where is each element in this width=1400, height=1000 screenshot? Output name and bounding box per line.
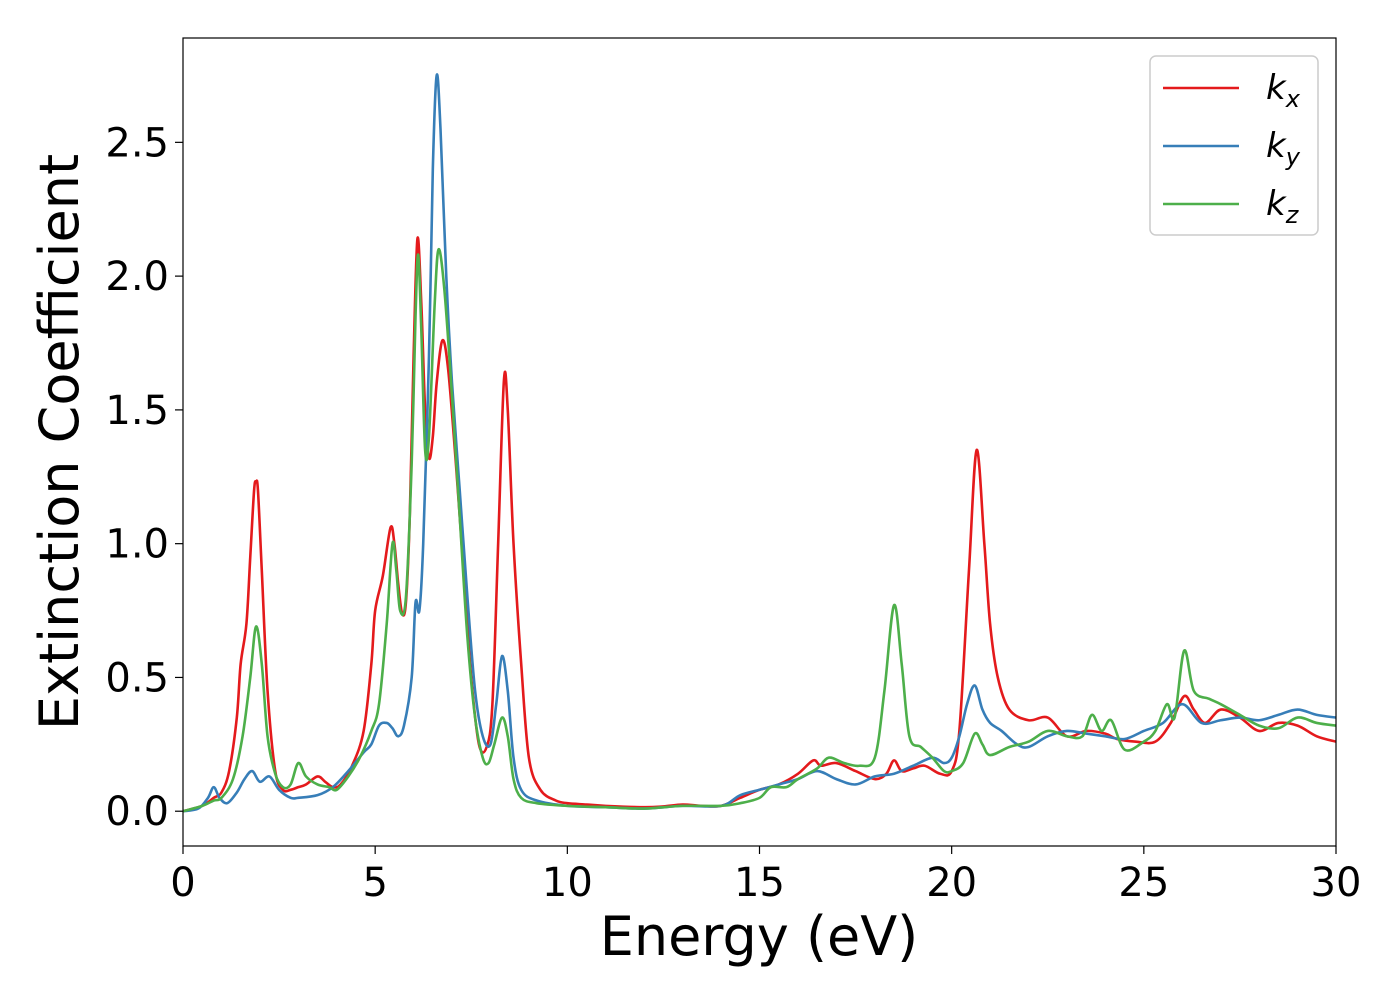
x-tick-label: 0 xyxy=(170,860,195,906)
legend-label-kz: kz xyxy=(1266,184,1300,229)
y-tick-label: 0.5 xyxy=(105,655,169,701)
x-tick-label: 15 xyxy=(734,860,785,906)
x-tick-label: 10 xyxy=(542,860,593,906)
y-tick-label: 0.0 xyxy=(105,789,169,835)
series-line-kz xyxy=(183,248,1336,813)
y-tick-label: 1.5 xyxy=(105,388,169,434)
x-axis: 0 5 10 15 20 25 30 xyxy=(170,846,1361,906)
x-tick-label: 30 xyxy=(1311,860,1362,906)
series-line-ky xyxy=(183,73,1336,813)
legend-label-ky: ky xyxy=(1266,126,1301,171)
legend: kx ky kz xyxy=(1149,55,1319,236)
y-axis: 0.0 0.5 1.0 1.5 2.0 2.5 xyxy=(105,120,183,835)
x-axis-label: Energy (eV) xyxy=(600,905,919,968)
y-tick-label: 2.5 xyxy=(105,120,169,166)
legend-label-kx: kx xyxy=(1266,68,1301,113)
series-line-kx xyxy=(183,236,1336,813)
x-tick-label: 25 xyxy=(1118,860,1169,906)
y-tick-label: 2.0 xyxy=(105,254,169,300)
x-tick-label: 5 xyxy=(362,860,387,906)
y-axis-label: Extinction Coefficient xyxy=(28,154,91,730)
y-tick-label: 1.0 xyxy=(105,522,169,568)
x-tick-label: 20 xyxy=(926,860,977,906)
series-layer xyxy=(183,73,1336,813)
